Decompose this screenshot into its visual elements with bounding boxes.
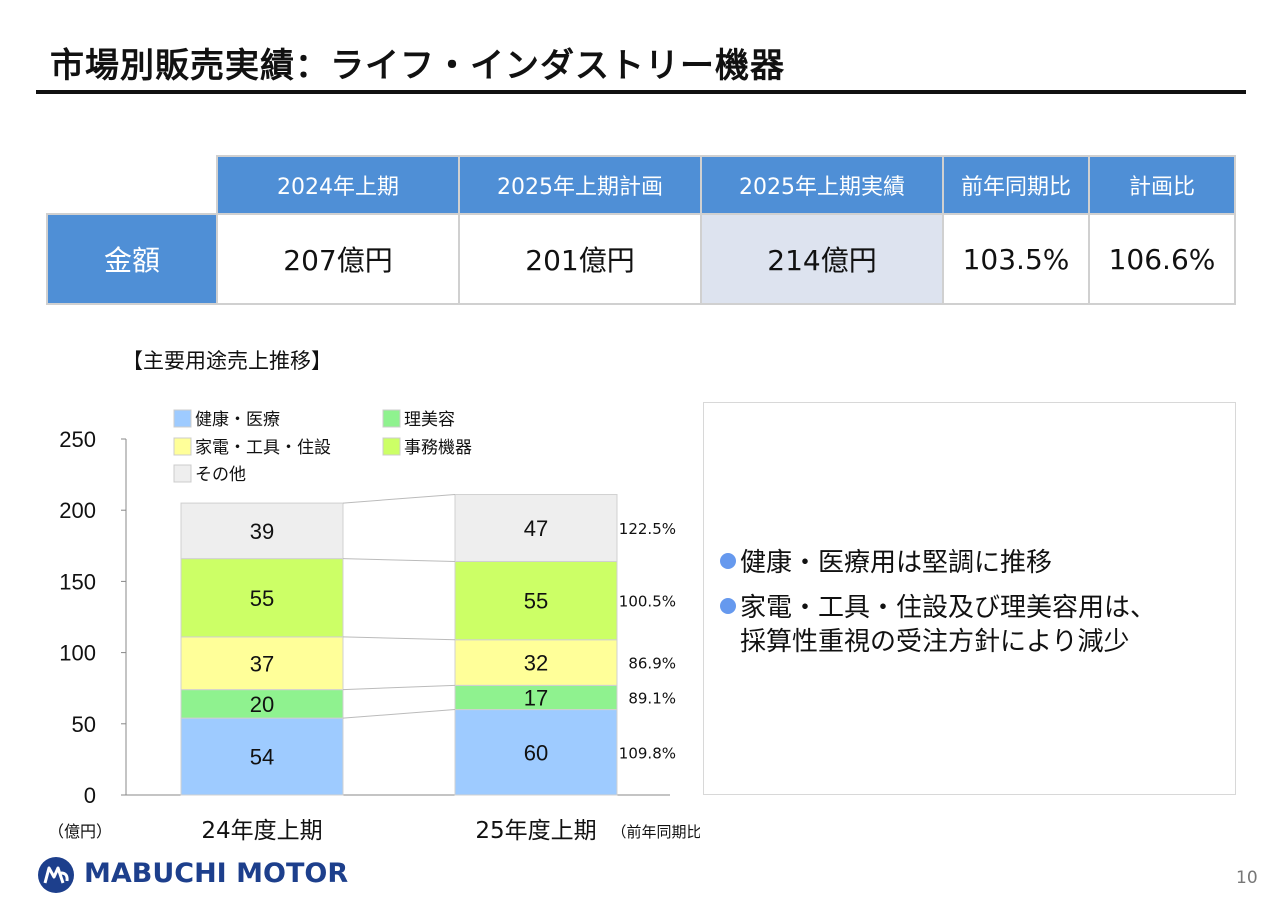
- summary-header-row: 2024年上期 2025年上期計画 2025年上期実績 前年同期比 計画比: [47, 155, 1236, 215]
- summary-header-vs-plan: 計画比: [1088, 155, 1236, 215]
- y-tick-label: 150: [59, 569, 96, 594]
- connector-line: [342, 684, 456, 691]
- summary-row-label: 金額: [46, 213, 218, 305]
- connector-line: [342, 636, 456, 641]
- legend-label: 理美容: [404, 410, 455, 430]
- data-label: 54: [250, 745, 274, 770]
- bar-segment: [180, 689, 344, 719]
- bar-segment: [454, 639, 618, 686]
- page-number: 10: [1236, 868, 1258, 888]
- bullet-dot-icon: [720, 553, 736, 569]
- legend-label: その他: [195, 465, 246, 485]
- legend-label: 事務機器: [404, 438, 472, 458]
- y-tick-label: 0: [84, 783, 96, 808]
- data-label: 37: [250, 651, 274, 676]
- yoy-label: 86.9%: [628, 655, 676, 673]
- summary-amount-row: 金額 207億円 201億円 214億円 103.5% 106.6%: [46, 213, 1236, 305]
- legend-swatch: [173, 464, 192, 483]
- category-label: 24年度上期: [201, 818, 322, 844]
- yoy-label: 122.5%: [619, 520, 676, 538]
- unit-label: （億円）: [48, 822, 112, 841]
- legend-swatch: [382, 437, 401, 456]
- summary-header-h1-2025-plan: 2025年上期計画: [458, 155, 702, 215]
- legend-label: 家電・工具・住設: [195, 438, 331, 458]
- summary-table: 2024年上期 2025年上期計画 2025年上期実績 前年同期比 計画比 金額…: [46, 155, 1236, 305]
- summary-header-h1-2024: 2024年上期: [216, 155, 460, 215]
- bullet-2-line-1: 家電・工具・住設及び理美容用は、: [740, 593, 1157, 623]
- yoy-label: 100.5%: [619, 593, 676, 611]
- bullet-dot-icon: [720, 598, 736, 614]
- summary-header-yoy: 前年同期比: [942, 155, 1090, 215]
- mabuchi-logo-icon: [38, 857, 74, 893]
- connector-line: [342, 494, 456, 504]
- bar-segment: [454, 494, 618, 562]
- legend-swatch: [173, 437, 192, 456]
- y-tick-label: 100: [59, 641, 96, 666]
- legend-swatch: [173, 409, 192, 428]
- category-label: 25年度上期: [475, 818, 596, 844]
- data-label: 55: [524, 589, 548, 614]
- summary-value-yoy: 103.5%: [942, 213, 1090, 305]
- chart-title: 【主要用途売上推移】: [122, 349, 332, 373]
- bullet-1: 健康・医療用は堅調に推移: [720, 546, 1052, 580]
- summary-value-h1-2025-plan: 201億円: [458, 213, 702, 305]
- bar-segment: [180, 558, 344, 638]
- data-label: 32: [524, 651, 548, 676]
- data-label: 55: [250, 586, 274, 611]
- page-title: 市場別販売実績：ライフ・インダストリー機器: [50, 46, 785, 86]
- summary-value-h1-2025-actual: 214億円: [700, 213, 944, 305]
- bar-segment: [454, 709, 618, 796]
- bar-segment: [454, 560, 618, 641]
- connector-line: [342, 709, 456, 719]
- yoy-label: 109.8%: [619, 744, 676, 762]
- legend-label: 健康・医療: [195, 410, 280, 430]
- data-label: 39: [250, 519, 274, 544]
- yoy-label: 89.1%: [628, 689, 676, 707]
- title-underline: [36, 90, 1246, 94]
- stacked-bar-chart: 0 50 100 150 200 250 54 20 37 55 39 60 17 32 55 47 109.8…: [48, 409, 700, 844]
- data-label: 17: [524, 685, 548, 710]
- connector-line: [342, 558, 456, 562]
- bar-segment: [180, 717, 344, 796]
- data-label: 47: [524, 516, 548, 541]
- bullet-2: 家電・工具・住設及び理美容用は、 採算性重視の受注方針により減少: [720, 591, 1156, 659]
- data-label: 20: [250, 692, 274, 717]
- bar-segment: [180, 636, 344, 691]
- summary-header-h1-2025-actual: 2025年上期実績: [700, 155, 944, 215]
- y-tick-label: 200: [59, 498, 96, 523]
- logo-text: MABUCHI MOTOR: [84, 858, 349, 889]
- commentary-box: 健康・医療用は堅調に推移 家電・工具・住設及び理美容用は、 採算性重視の受注方針…: [703, 402, 1236, 795]
- legend-swatch: [382, 409, 401, 428]
- bullet-1-line-1: 健康・医療用は堅調に推移: [740, 548, 1053, 578]
- y-tick-label: 50: [72, 712, 96, 737]
- y-tick-label: 250: [59, 427, 96, 452]
- bullet-2-line-2: 採算性重視の受注方針により減少: [740, 627, 1130, 657]
- bar-segment: [180, 502, 344, 560]
- summary-value-h1-2024: 207億円: [216, 213, 460, 305]
- data-label: 60: [524, 740, 548, 765]
- yoy-note: （前年同期比）: [611, 823, 700, 841]
- summary-value-vs-plan: 106.6%: [1088, 213, 1236, 305]
- summary-corner: [47, 156, 218, 215]
